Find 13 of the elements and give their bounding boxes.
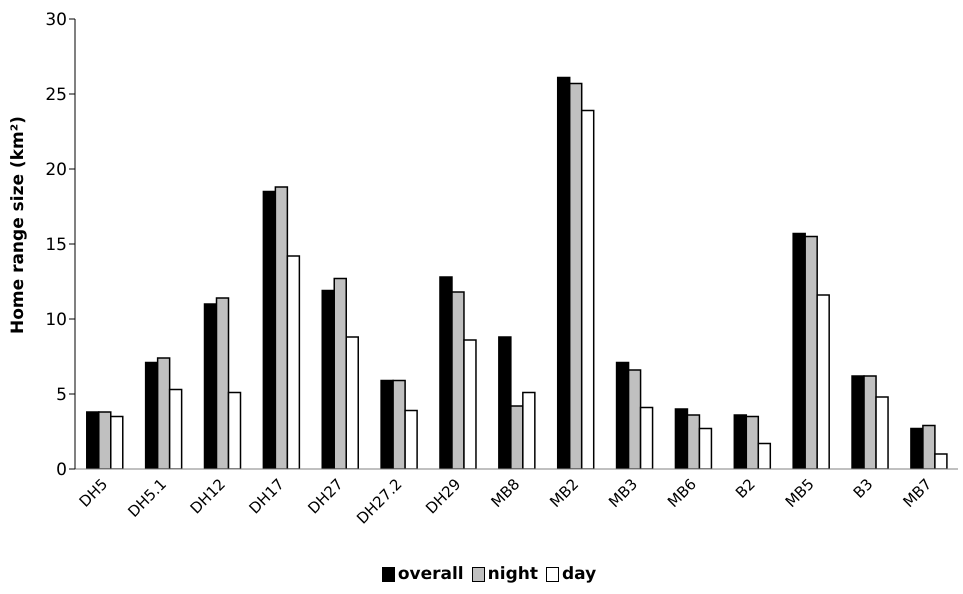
y-tick-label: 15 (45, 235, 67, 256)
y-tick-label: 20 (45, 160, 67, 180)
legend-label: night (488, 564, 538, 584)
y-tick-label: 0 (56, 460, 67, 480)
y-tick-label: 25 (45, 85, 67, 106)
legend-label: day (562, 564, 596, 584)
x-tick-label: B2 (732, 475, 759, 502)
y-tick-label: 5 (56, 385, 67, 406)
y-axis-title: Home range size (km²) (8, 116, 28, 334)
y-tick-label: 30 (45, 10, 67, 30)
y-tick-label: 10 (45, 310, 67, 330)
legend-label: overall (398, 564, 464, 584)
x-tick-label: B3 (850, 475, 877, 502)
